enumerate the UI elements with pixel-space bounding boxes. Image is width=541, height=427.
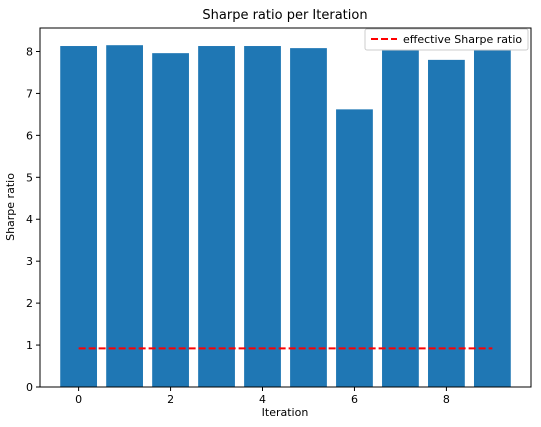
bar-iteration-0 bbox=[60, 46, 98, 387]
x-tick-label-0: 0 bbox=[75, 393, 82, 406]
y-tick-label-4: 4 bbox=[26, 213, 33, 226]
x-axis-label: Iteration bbox=[262, 406, 309, 419]
y-tick-label-8: 8 bbox=[26, 45, 33, 58]
y-tick-label-3: 3 bbox=[26, 255, 33, 268]
bar-iteration-8 bbox=[428, 59, 465, 388]
bar-iteration-9 bbox=[473, 45, 511, 387]
y-tick-label-6: 6 bbox=[26, 129, 33, 142]
y-ticks: 0 1 2 3 4 5 6 7 8 bbox=[26, 45, 40, 394]
bar-iteration-7 bbox=[382, 47, 419, 387]
plot-frame bbox=[39, 27, 532, 388]
y-tick-label-0: 0 bbox=[26, 381, 33, 394]
legend-label: effective Sharpe ratio bbox=[403, 33, 522, 46]
x-tick-label-8: 8 bbox=[443, 393, 450, 406]
bar-iteration-1 bbox=[106, 45, 143, 387]
bar-iteration-4 bbox=[244, 46, 281, 387]
y-tick-label-1: 1 bbox=[26, 339, 33, 352]
y-tick-label-5: 5 bbox=[26, 171, 33, 184]
legend-box bbox=[364, 28, 529, 51]
bar-iteration-5 bbox=[290, 48, 327, 387]
x-tick-label-6: 6 bbox=[351, 393, 358, 406]
bars-group bbox=[60, 45, 511, 388]
x-ticks: 0 2 4 6 8 bbox=[75, 387, 450, 406]
y-tick-label-7: 7 bbox=[26, 87, 33, 100]
bar-iteration-3 bbox=[198, 46, 235, 387]
y-tick-label-2: 2 bbox=[26, 297, 33, 310]
chart-title: Sharpe ratio per Iteration bbox=[202, 8, 367, 23]
bar-iteration-2 bbox=[152, 53, 189, 387]
y-axis-label: Sharpe ratio bbox=[4, 173, 17, 241]
bar-iteration-6 bbox=[336, 109, 373, 388]
x-tick-label-4: 4 bbox=[259, 393, 266, 406]
x-tick-label-2: 2 bbox=[167, 393, 174, 406]
legend: effective Sharpe ratio bbox=[364, 28, 529, 51]
